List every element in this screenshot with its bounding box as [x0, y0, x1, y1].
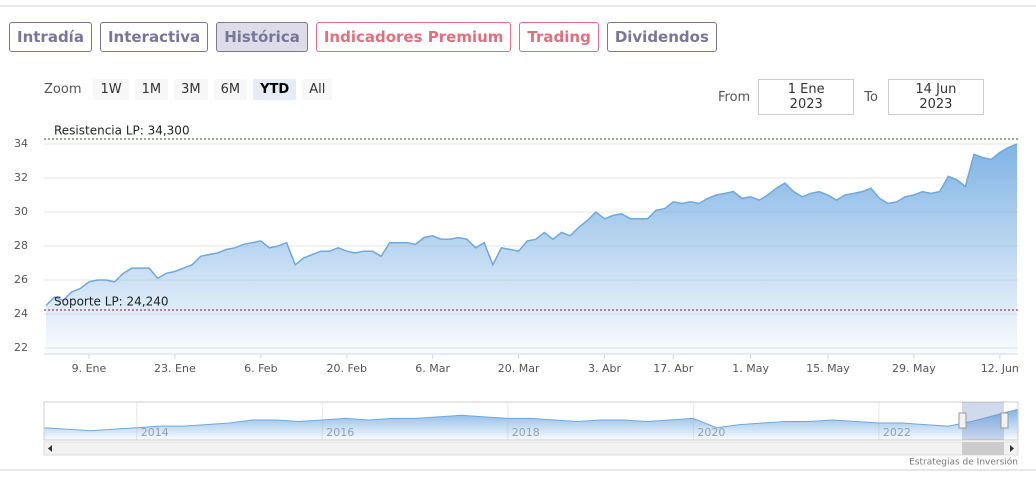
- zoom-button[interactable]: All: [302, 79, 333, 100]
- tab[interactable]: Intradía: [9, 22, 92, 52]
- navigator-selection[interactable]: [962, 402, 1004, 440]
- x-tick-label: 12. Jun: [981, 362, 1019, 375]
- x-tick-label: 29. May: [892, 362, 936, 375]
- y-tick-label: 32: [14, 171, 28, 184]
- to-label: To: [864, 89, 878, 105]
- plot-line-label: Resistencia LP: 34,300: [54, 123, 190, 137]
- x-tick-label: 23. Ene: [154, 362, 196, 375]
- x-tick-label: 20. Mar: [498, 362, 540, 375]
- y-tick-label: 30: [14, 205, 28, 218]
- tab[interactable]: Trading: [519, 22, 599, 52]
- area-fill: [44, 409, 1018, 440]
- area-fill: [46, 144, 1017, 354]
- zoom-button[interactable]: 1M: [134, 79, 169, 100]
- scroll-left[interactable]: [48, 445, 52, 452]
- area-line: [43, 408, 1019, 432]
- date-range: From 1 Ene 2023 To 14 Jun 2023: [718, 79, 984, 115]
- tab[interactable]: Dividendos: [606, 22, 717, 52]
- scroll-right[interactable]: [1010, 445, 1014, 452]
- navigator-handle[interactable]: [958, 412, 967, 429]
- to-input[interactable]: 14 Jun 2023: [887, 79, 984, 115]
- zoom-button[interactable]: 3M: [174, 79, 208, 100]
- x-tick-label: 17. Abr: [653, 362, 693, 375]
- x-tick-label: 1. May: [732, 362, 769, 375]
- credit: Estrategias de Inversión: [909, 457, 1018, 468]
- tab-bar: Intradía Interactiva Histórica Indicadores …: [9, 22, 717, 52]
- y-tick-label: 24: [14, 307, 28, 320]
- tab[interactable]: Interactiva: [99, 22, 209, 52]
- area-line: [45, 143, 1018, 307]
- x-tick-label: 6. Feb: [244, 362, 277, 375]
- y-tick-label: 22: [14, 341, 28, 354]
- x-tick-label: 15. May: [806, 362, 850, 375]
- scrollbar-track[interactable]: [43, 441, 1019, 456]
- x-tick-label: 9. Ene: [72, 362, 107, 375]
- navigator-handle[interactable]: [1000, 412, 1009, 429]
- x-tick-label: 6. Mar: [415, 362, 450, 375]
- from-input[interactable]: 1 Ene 2023: [758, 79, 855, 115]
- zoom-button[interactable]: 6M: [213, 79, 248, 100]
- plot-line-label: Soporte LP: 24,240: [54, 294, 169, 308]
- scrollbar-thumb[interactable]: [962, 442, 1004, 455]
- zoom-bar: Zoom 1W 1M 3M 6M YTD All: [44, 79, 333, 100]
- y-tick-label: 26: [14, 273, 28, 286]
- zoom-button[interactable]: 1W: [93, 79, 129, 100]
- tab[interactable]: Indicadores Premium: [315, 22, 512, 52]
- from-label: From: [718, 89, 751, 105]
- y-tick-label: 28: [14, 239, 28, 252]
- zoom-label: Zoom: [44, 82, 82, 97]
- tab[interactable]: Histórica: [216, 22, 308, 52]
- navigator-frame: [43, 401, 1019, 441]
- zoom-button[interactable]: YTD: [253, 79, 297, 100]
- x-tick-label: 20. Feb: [327, 362, 367, 375]
- x-tick-label: 3. Abr: [588, 362, 621, 375]
- y-tick-label: 34: [14, 137, 28, 150]
